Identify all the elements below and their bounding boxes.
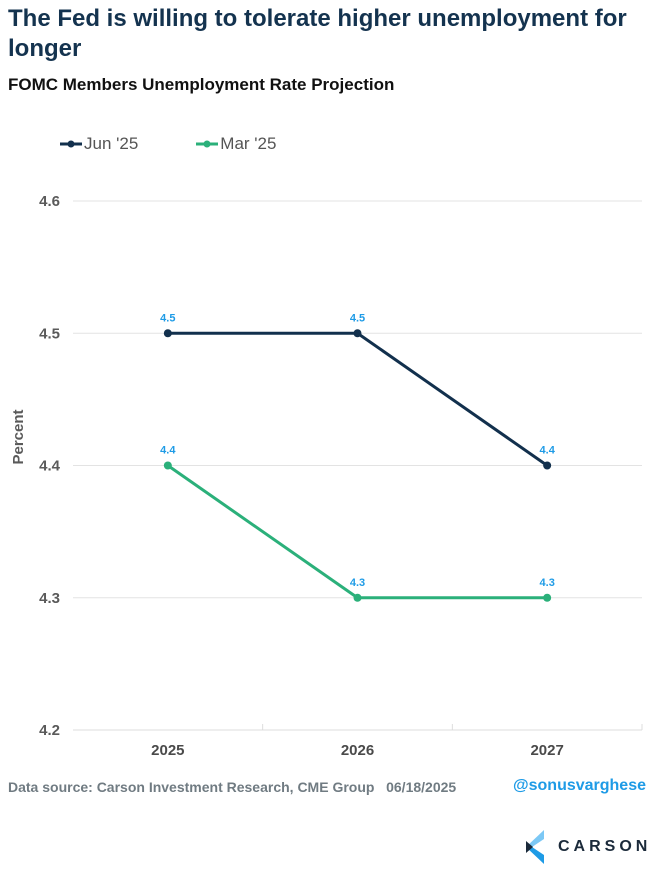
data-source-note: Data source: Carson Investment Research,… [8, 779, 457, 795]
data-point-mar[interactable] [543, 593, 552, 602]
x-tick-label: 2027 [530, 742, 563, 759]
data-label-mar: 4.3 [350, 577, 365, 589]
data-label-mar: 4.3 [540, 577, 555, 589]
author-handle[interactable]: @sonusvarghese [513, 777, 646, 794]
y-tick-label: 4.4 [39, 458, 61, 475]
y-tick-label: 4.3 [39, 590, 60, 607]
data-point-mar[interactable] [163, 461, 172, 470]
data-label-jun: 4.4 [540, 445, 556, 457]
legend-label-jun: Jun '25 [84, 134, 139, 153]
gridlines [73, 200, 642, 731]
y-axis-ticks: 4.2 4.3 4.4 4.5 4.6 [39, 193, 61, 739]
y-tick-label: 4.6 [39, 193, 60, 210]
legend-marker-mar-icon [196, 140, 219, 148]
carson-logo-text: CARSON [558, 838, 652, 855]
data-point-jun[interactable] [163, 329, 172, 338]
series-line-jun [167, 331, 549, 467]
legend-marker-jun-icon [60, 140, 82, 148]
data-labels: 4.5 4.5 4.4 4.4 4.3 4.3 [160, 312, 556, 589]
chart-title: The Fed is willing to tolerate higher un… [8, 5, 627, 62]
y-tick-label: 4.2 [39, 722, 60, 739]
legend-item-jun[interactable]: Jun '25 [60, 134, 138, 154]
data-label-mar: 4.4 [160, 445, 176, 457]
data-label-jun: 4.5 [350, 312, 365, 324]
carson-logo-icon [526, 830, 544, 864]
carson-logo: CARSON [524, 830, 651, 864]
legend: Jun '25 Mar '25 [60, 132, 334, 156]
data-point-jun[interactable] [543, 461, 552, 470]
legend-label-mar: Mar '25 [220, 134, 277, 153]
y-axis-label: Percent [10, 409, 27, 464]
legend-item-mar[interactable]: Mar '25 [196, 134, 276, 154]
data-point-mar[interactable] [353, 593, 362, 602]
x-tick-label: 2025 [151, 742, 184, 759]
y-tick-label: 4.5 [39, 325, 60, 342]
x-tick-label: 2026 [341, 742, 374, 759]
data-label-jun: 4.5 [160, 312, 175, 324]
x-axis: 2025 2026 2027 [151, 724, 643, 759]
data-point-jun[interactable] [353, 329, 362, 338]
chart-subtitle: FOMC Members Unemployment Rate Projectio… [8, 75, 395, 94]
series-lines [163, 329, 552, 602]
